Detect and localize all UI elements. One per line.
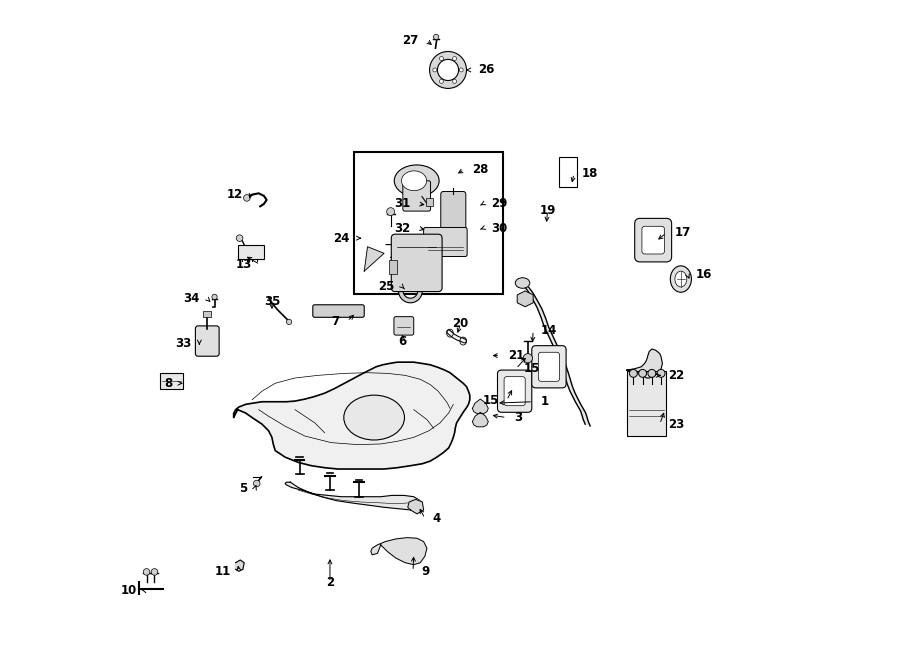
Text: 22: 22: [668, 369, 684, 382]
Polygon shape: [234, 362, 470, 469]
Polygon shape: [518, 291, 533, 307]
FancyBboxPatch shape: [532, 346, 566, 388]
Polygon shape: [364, 247, 384, 271]
Ellipse shape: [670, 266, 691, 292]
Polygon shape: [626, 349, 662, 378]
Bar: [426, 198, 433, 206]
Text: 2: 2: [326, 576, 334, 589]
Circle shape: [453, 79, 456, 83]
FancyBboxPatch shape: [424, 227, 467, 256]
Text: 9: 9: [421, 564, 429, 578]
Circle shape: [439, 57, 444, 61]
Text: 30: 30: [491, 221, 507, 235]
Text: 10: 10: [121, 584, 137, 597]
Circle shape: [237, 235, 243, 241]
Text: 16: 16: [696, 268, 712, 281]
Text: 18: 18: [582, 167, 599, 180]
Text: 19: 19: [539, 204, 556, 217]
Circle shape: [143, 568, 150, 575]
Polygon shape: [285, 483, 422, 510]
Circle shape: [151, 568, 158, 575]
Circle shape: [387, 208, 394, 215]
Text: 26: 26: [478, 63, 494, 77]
Text: 28: 28: [472, 163, 489, 176]
Polygon shape: [472, 412, 489, 427]
Circle shape: [657, 369, 665, 377]
Circle shape: [254, 481, 260, 487]
Ellipse shape: [344, 395, 404, 440]
Text: 7: 7: [331, 315, 339, 328]
Ellipse shape: [675, 271, 687, 287]
Text: 15: 15: [482, 394, 499, 407]
Text: 33: 33: [176, 337, 192, 350]
FancyBboxPatch shape: [403, 180, 430, 211]
Bar: [203, 311, 212, 317]
Circle shape: [439, 79, 444, 83]
Circle shape: [639, 369, 646, 377]
Ellipse shape: [516, 278, 530, 288]
Text: 24: 24: [333, 231, 350, 245]
Text: 6: 6: [399, 334, 407, 348]
Circle shape: [433, 68, 436, 72]
Circle shape: [629, 369, 637, 377]
Text: 14: 14: [541, 324, 557, 337]
Polygon shape: [236, 560, 244, 571]
Text: 8: 8: [165, 377, 173, 390]
Text: 27: 27: [402, 34, 418, 47]
Bar: [160, 373, 183, 389]
Text: 4: 4: [433, 512, 441, 525]
Bar: [626, 371, 666, 436]
Circle shape: [523, 354, 533, 363]
Circle shape: [453, 57, 456, 61]
Circle shape: [459, 68, 464, 72]
Polygon shape: [524, 286, 590, 426]
FancyBboxPatch shape: [634, 218, 671, 262]
Text: 1: 1: [541, 395, 549, 408]
Circle shape: [244, 194, 250, 201]
Polygon shape: [371, 537, 427, 564]
Circle shape: [648, 369, 656, 377]
Text: 12: 12: [227, 188, 243, 201]
Text: 21: 21: [508, 349, 525, 362]
FancyBboxPatch shape: [538, 352, 560, 381]
Polygon shape: [408, 499, 424, 514]
FancyBboxPatch shape: [498, 370, 532, 412]
Text: 5: 5: [238, 483, 247, 495]
Text: 23: 23: [668, 418, 684, 431]
Text: 31: 31: [394, 198, 410, 210]
Text: 11: 11: [215, 564, 231, 578]
Text: 13: 13: [236, 258, 252, 271]
FancyBboxPatch shape: [394, 317, 414, 335]
Text: 25: 25: [378, 280, 394, 293]
Ellipse shape: [394, 165, 439, 196]
Text: 35: 35: [264, 295, 280, 308]
Text: 29: 29: [491, 198, 508, 210]
Text: 15: 15: [524, 362, 540, 375]
Text: 32: 32: [394, 221, 410, 235]
Bar: [389, 260, 397, 274]
Circle shape: [286, 319, 292, 325]
FancyBboxPatch shape: [504, 377, 526, 406]
FancyBboxPatch shape: [195, 326, 219, 356]
Circle shape: [212, 294, 217, 299]
FancyBboxPatch shape: [642, 226, 664, 254]
Circle shape: [434, 34, 439, 40]
Text: 20: 20: [453, 317, 469, 330]
Bar: [355, 153, 503, 294]
FancyBboxPatch shape: [392, 234, 442, 292]
FancyBboxPatch shape: [313, 305, 365, 317]
Ellipse shape: [401, 171, 427, 190]
Text: 34: 34: [183, 292, 199, 305]
Bar: [559, 157, 577, 186]
Text: 3: 3: [515, 411, 523, 424]
Bar: [238, 245, 264, 259]
Text: 17: 17: [674, 226, 690, 239]
FancyBboxPatch shape: [441, 192, 466, 233]
Polygon shape: [472, 399, 489, 414]
